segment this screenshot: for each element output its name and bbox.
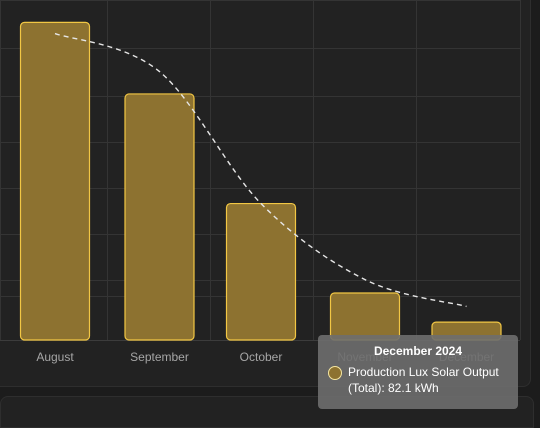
x-tick-label: September xyxy=(130,350,189,364)
tooltip-row: Production Lux Solar Output (Total): 82.… xyxy=(328,364,508,396)
tooltip-series-label: Production Lux Solar Output xyxy=(348,365,499,379)
tooltip-text: Production Lux Solar Output (Total): 82.… xyxy=(348,364,499,396)
chart-tooltip: December 2024 Production Lux Solar Outpu… xyxy=(318,335,518,409)
tooltip-value: (Total): 82.1 kWh xyxy=(348,381,439,395)
tooltip-title: December 2024 xyxy=(373,344,463,358)
bar-november[interactable] xyxy=(329,292,401,341)
x-tick-label: October xyxy=(240,350,283,364)
bar-october[interactable] xyxy=(225,202,297,341)
bar-series[interactable] xyxy=(19,21,502,341)
bar-august[interactable] xyxy=(19,21,91,341)
bar-september[interactable] xyxy=(124,93,195,341)
energy-chart: AugustSeptemberOctoberNovemberDecember xyxy=(0,0,521,364)
series-color-swatch xyxy=(328,366,342,380)
x-tick-label: August xyxy=(36,350,74,364)
